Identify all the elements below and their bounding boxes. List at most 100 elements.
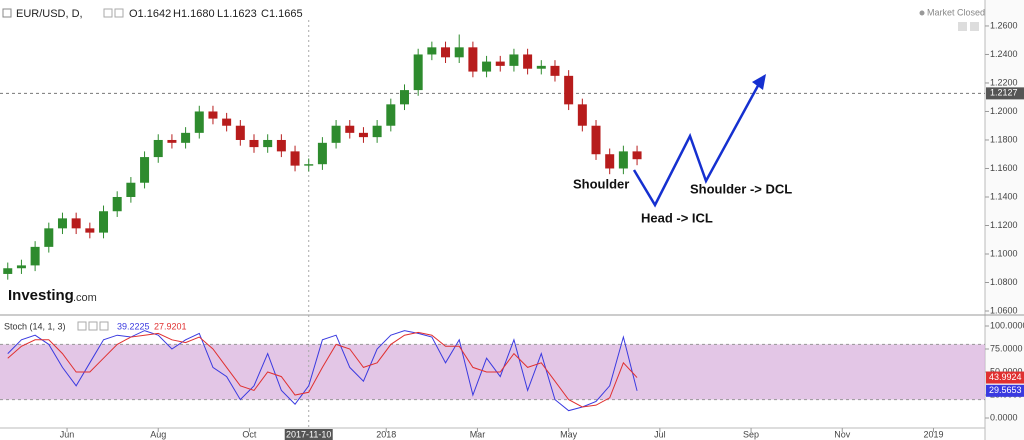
candle-body bbox=[181, 132, 191, 143]
candle-body bbox=[509, 54, 519, 66]
candle-body bbox=[126, 182, 136, 197]
status-dot bbox=[919, 10, 925, 16]
candle-body bbox=[523, 54, 533, 69]
x-tick-label: May bbox=[560, 429, 578, 439]
logo: Investing .com bbox=[8, 287, 97, 304]
candle-body bbox=[276, 139, 286, 152]
y-tick-label: 1.2000 bbox=[990, 106, 1018, 116]
y-tick-label: 1.2200 bbox=[990, 77, 1018, 87]
candle-body bbox=[317, 142, 327, 165]
y-tick-label: 1.1800 bbox=[990, 134, 1018, 144]
candle-body bbox=[290, 151, 300, 166]
plot-layer: 1.0600 1.0800 1.1000 1.1200 1.1400 1.1600 1.18… bbox=[0, 20, 1024, 440]
y-tick-label: 1.1600 bbox=[990, 163, 1018, 173]
y-tick-label: 1.1200 bbox=[990, 220, 1018, 230]
x-tick-label: Sep bbox=[743, 429, 759, 439]
y-tick-label: 0.0000 bbox=[990, 412, 1018, 422]
stoch-line bbox=[7, 331, 638, 408]
candle-body bbox=[208, 111, 218, 119]
y-tick-label: 1.0600 bbox=[990, 305, 1018, 315]
candle-body bbox=[427, 47, 437, 55]
logo-domain: .com bbox=[73, 292, 97, 304]
close-icon[interactable] bbox=[88, 321, 98, 331]
candle-body bbox=[30, 246, 40, 266]
arrow-head bbox=[752, 74, 766, 90]
logo-text: Investing bbox=[8, 287, 74, 304]
last-value-label: 29.5653 bbox=[989, 385, 1022, 395]
candle-body bbox=[468, 47, 478, 72]
stoch-title: Stoch (14, 1, 3) bbox=[4, 321, 66, 331]
candle-body bbox=[167, 139, 177, 143]
settings-icon[interactable] bbox=[103, 8, 113, 18]
candle-body bbox=[577, 104, 587, 126]
candle-body bbox=[112, 196, 122, 212]
candle-body bbox=[140, 157, 150, 183]
market-status: Market Closed bbox=[927, 7, 985, 17]
candle-body bbox=[249, 139, 259, 148]
x-tick-label: Nov bbox=[834, 429, 851, 439]
annotation: Shoulder bbox=[573, 176, 629, 191]
close-icon[interactable] bbox=[114, 8, 124, 18]
candle-body bbox=[99, 211, 109, 233]
x-tick-label: Aug bbox=[150, 429, 166, 439]
candle-body bbox=[482, 61, 492, 72]
y-tick-label: 50.0000 bbox=[990, 366, 1023, 376]
y-tick-label: 1.0800 bbox=[990, 277, 1018, 287]
candle-body bbox=[71, 218, 81, 229]
price-box bbox=[986, 87, 1024, 100]
y-tick-label: 1.2600 bbox=[990, 20, 1018, 30]
candle-body bbox=[57, 218, 67, 229]
candle-body bbox=[263, 139, 273, 148]
candle-body bbox=[550, 65, 560, 76]
ohlc-high: H1.1680 bbox=[173, 8, 215, 20]
y-tick-label: 1.2400 bbox=[990, 49, 1018, 59]
candle-body bbox=[618, 151, 628, 169]
reset-icon[interactable] bbox=[970, 22, 979, 31]
annotation: Head -> ICL bbox=[641, 210, 713, 225]
candle-body bbox=[358, 132, 368, 138]
stoch-d-value: 27.9201 bbox=[154, 321, 187, 331]
candle-body bbox=[536, 65, 546, 69]
candle-body bbox=[454, 47, 464, 58]
candle-body bbox=[399, 90, 409, 105]
stoch-k-value: 39.2225 bbox=[117, 321, 150, 331]
candle-body bbox=[632, 151, 642, 160]
candle-body bbox=[222, 118, 232, 126]
x-tick-label: Oct bbox=[242, 429, 257, 439]
candle-body bbox=[386, 104, 396, 126]
zoom-icon[interactable] bbox=[958, 22, 967, 31]
ohlc-low: L1.1623 bbox=[217, 8, 257, 20]
ohlc-open: O1.1642 bbox=[129, 8, 171, 20]
last-value-box bbox=[986, 371, 1024, 384]
annotation: Shoulder -> DCL bbox=[690, 181, 792, 196]
settings-icon[interactable] bbox=[77, 321, 87, 331]
candle-body bbox=[441, 47, 451, 58]
y-tick-label: 100.0000 bbox=[990, 320, 1024, 330]
x-tick-label: Jun bbox=[60, 429, 75, 439]
axis-area bbox=[985, 0, 1024, 440]
crosshair-label: 2017-11-10 bbox=[286, 429, 331, 439]
x-tick-label: 2018 bbox=[376, 429, 396, 439]
hide-icon[interactable] bbox=[99, 321, 109, 331]
candle-body bbox=[194, 111, 204, 133]
y-tick-label: 1.1000 bbox=[990, 248, 1018, 258]
x-tick-label: Jul bbox=[654, 429, 666, 439]
ohlc-close: C1.1665 bbox=[261, 8, 303, 20]
crosshair-box bbox=[284, 429, 333, 440]
candle-body bbox=[345, 125, 355, 133]
last-value-label: 43.9924 bbox=[989, 372, 1022, 382]
projection-arrow bbox=[632, 81, 762, 208]
y-tick-label: 75.0000 bbox=[990, 343, 1023, 353]
collapse-icon[interactable] bbox=[2, 8, 12, 18]
x-tick-label: 2019 bbox=[923, 429, 943, 439]
candle-body bbox=[331, 125, 341, 143]
symbol-title: EUR/USD, D, bbox=[16, 8, 83, 20]
x-tick-label: Mar bbox=[470, 429, 486, 439]
last-value-box bbox=[986, 384, 1024, 397]
candle-body bbox=[44, 228, 54, 247]
candle-body bbox=[153, 139, 163, 158]
candle-body bbox=[495, 61, 505, 66]
candle-body bbox=[591, 125, 601, 155]
